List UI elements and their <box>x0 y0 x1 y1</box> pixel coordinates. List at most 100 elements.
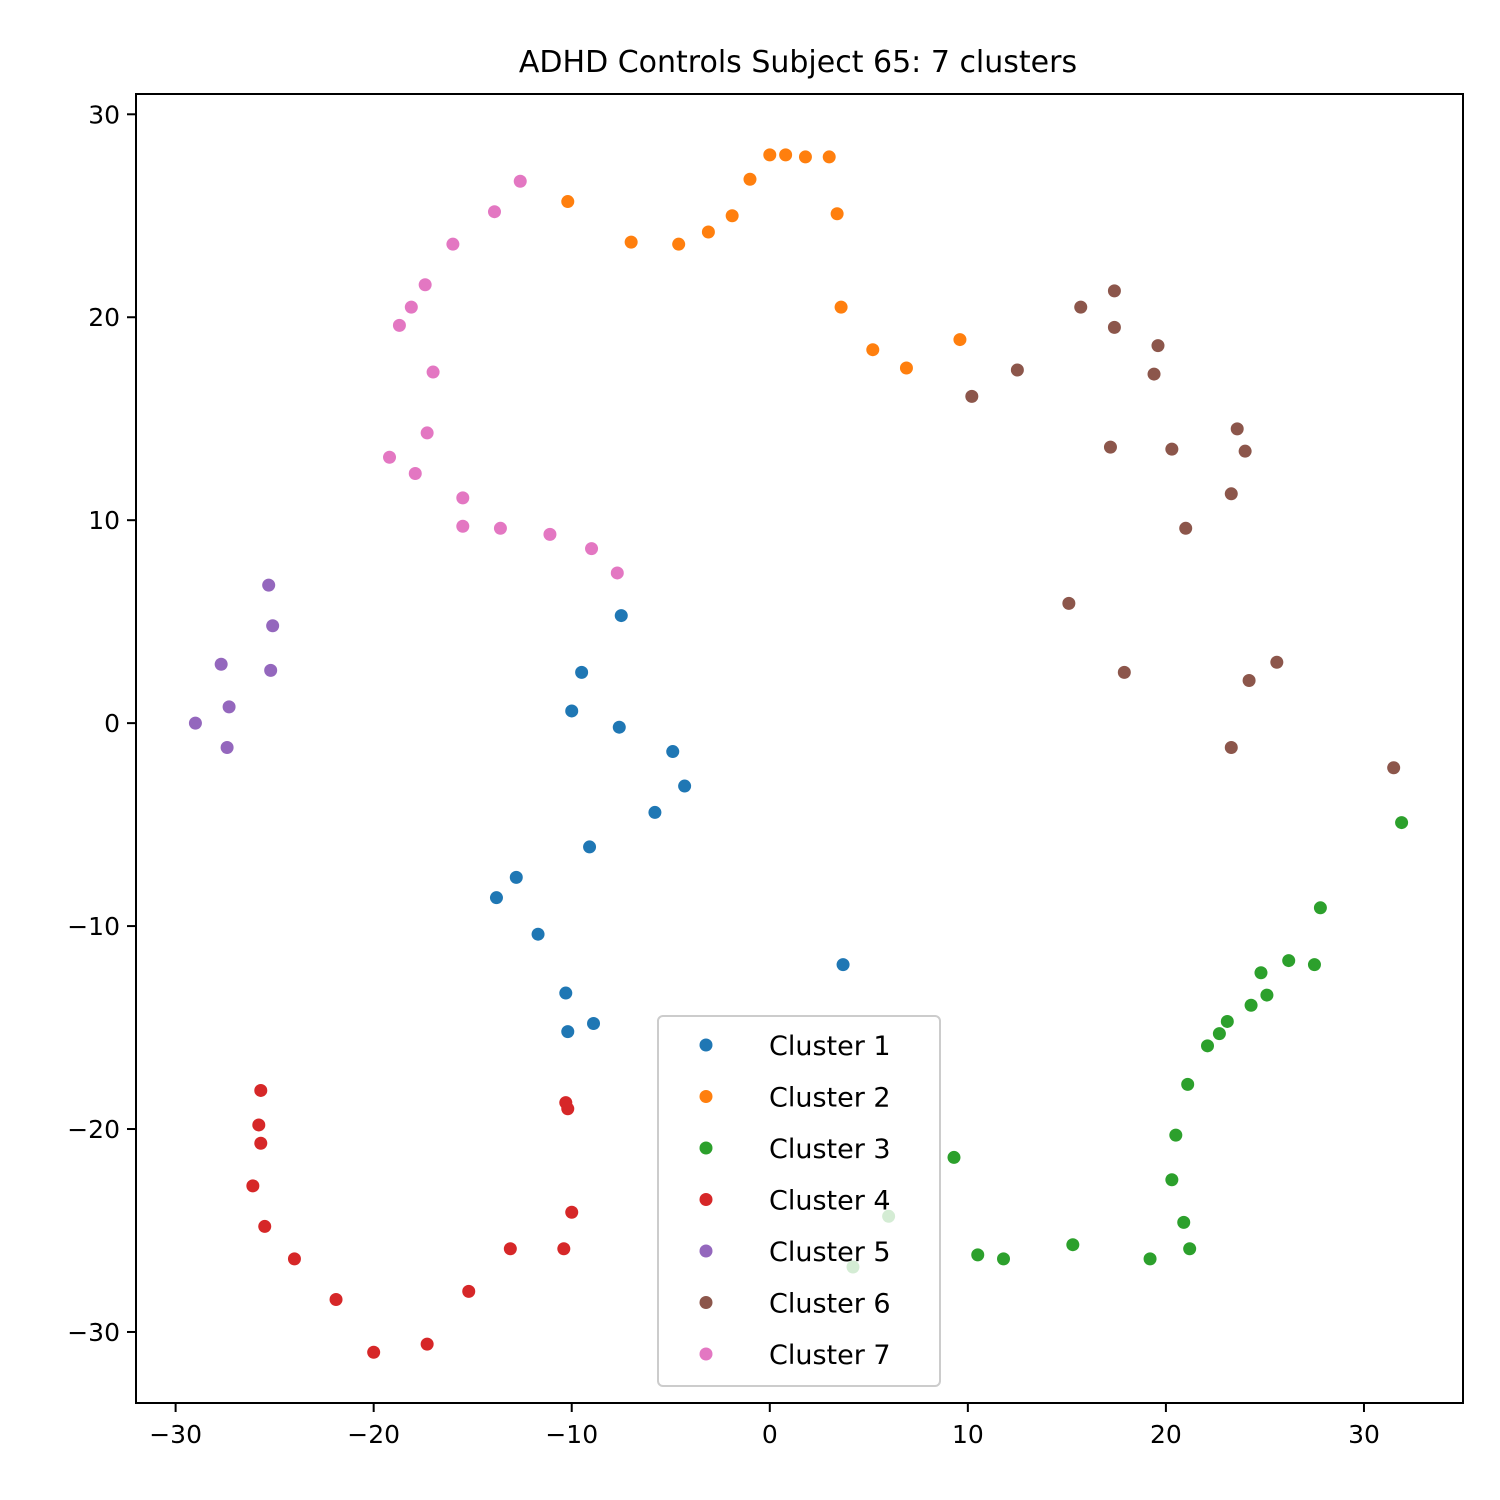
data-point <box>513 174 527 188</box>
data-point <box>585 542 599 556</box>
data-point <box>1183 1242 1197 1256</box>
data-point <box>456 491 470 505</box>
series-cluster-6 <box>965 284 1401 775</box>
legend-marker <box>699 1347 713 1361</box>
data-point <box>1224 487 1238 501</box>
data-point <box>214 657 228 671</box>
data-point <box>503 1242 517 1256</box>
legend-label: Cluster 3 <box>769 1134 891 1165</box>
legend: Cluster 1 Cluster 2 Cluster 3 Cluster 4 Clus… <box>657 1015 941 1387</box>
data-point <box>1010 363 1024 377</box>
data-point <box>1165 442 1179 456</box>
data-point <box>583 840 597 854</box>
series-cluster-7 <box>383 174 624 580</box>
data-point <box>1201 1039 1215 1053</box>
data-point <box>971 1248 985 1262</box>
data-point <box>822 150 836 164</box>
data-point <box>1117 665 1131 679</box>
data-point <box>557 1242 571 1256</box>
data-point <box>418 278 432 292</box>
legend-label: Cluster 2 <box>769 1083 891 1114</box>
y-tick-label: −20 <box>67 1115 120 1144</box>
y-tick-label: −30 <box>67 1318 120 1347</box>
y-tick-label: −10 <box>67 912 120 941</box>
data-point <box>1107 284 1121 298</box>
x-tick-label: 10 <box>952 1420 984 1449</box>
y-tick-label: 30 <box>88 100 120 129</box>
data-point <box>1074 300 1088 314</box>
data-point <box>1260 988 1274 1002</box>
data-point <box>1143 1252 1157 1266</box>
series-cluster-5 <box>188 578 280 754</box>
data-point <box>254 1083 268 1097</box>
data-point <box>763 148 777 162</box>
data-point <box>610 566 624 580</box>
data-point <box>666 745 680 759</box>
legend-box <box>657 1015 941 1387</box>
data-point <box>266 619 280 633</box>
x-tick-label: 20 <box>1150 1420 1182 1449</box>
data-point <box>559 1096 573 1110</box>
data-point <box>287 1252 301 1266</box>
axis-ticks: −30 −20 −10 0 10 20 30 −30 −20 −10 0 10 20 30 <box>67 100 1380 1449</box>
x-tick-label: −30 <box>149 1420 202 1449</box>
legend-marker <box>699 1090 713 1103</box>
data-point <box>561 1025 575 1039</box>
data-point <box>264 663 278 677</box>
data-point <box>446 237 460 251</box>
legend-label: Cluster 4 <box>769 1186 891 1217</box>
data-point <box>531 927 545 941</box>
legend-label: Cluster 6 <box>769 1289 891 1320</box>
data-point <box>420 426 434 440</box>
data-point <box>420 1337 434 1351</box>
data-point <box>614 609 628 623</box>
data-point <box>559 986 573 1000</box>
y-tick-label: 10 <box>88 506 120 535</box>
chart-title: ADHD Controls Subject 65: 7 clusters <box>519 45 1077 80</box>
data-point <box>561 195 575 209</box>
y-tick-label: 20 <box>88 303 120 332</box>
data-point <box>367 1345 381 1359</box>
data-point <box>779 148 793 162</box>
data-point <box>1107 320 1121 334</box>
data-point <box>543 527 557 541</box>
data-point <box>404 300 418 314</box>
x-tick-label: 0 <box>762 1420 778 1449</box>
data-point <box>624 235 638 249</box>
data-point <box>426 365 440 379</box>
data-point <box>798 150 812 164</box>
data-point <box>1151 339 1165 353</box>
legend-label: Cluster 1 <box>769 1031 891 1062</box>
data-point <box>866 343 880 357</box>
data-point <box>1244 998 1258 1012</box>
data-point <box>1238 444 1252 458</box>
data-point <box>1230 422 1244 436</box>
data-point <box>392 318 406 332</box>
x-tick-label: 30 <box>1348 1420 1380 1449</box>
data-point <box>1313 901 1327 915</box>
data-point <box>1181 1077 1195 1091</box>
data-point <box>462 1284 476 1298</box>
data-point <box>834 300 848 314</box>
data-point <box>509 870 523 884</box>
data-point <box>489 891 503 905</box>
data-point <box>408 467 422 481</box>
data-point <box>678 779 692 793</box>
series-cluster-4 <box>246 1083 579 1359</box>
data-point <box>254 1136 268 1150</box>
data-point <box>1179 521 1193 535</box>
legend-marker <box>699 1141 713 1155</box>
data-point <box>383 450 397 464</box>
data-point <box>1254 966 1268 980</box>
data-point <box>493 521 507 535</box>
data-point <box>456 519 470 533</box>
data-point <box>836 958 850 972</box>
data-point <box>830 207 844 221</box>
data-point <box>258 1219 272 1233</box>
data-point <box>953 333 967 347</box>
data-point <box>1066 1238 1080 1252</box>
data-point <box>329 1292 343 1306</box>
data-point <box>612 720 626 734</box>
data-point <box>220 740 234 754</box>
